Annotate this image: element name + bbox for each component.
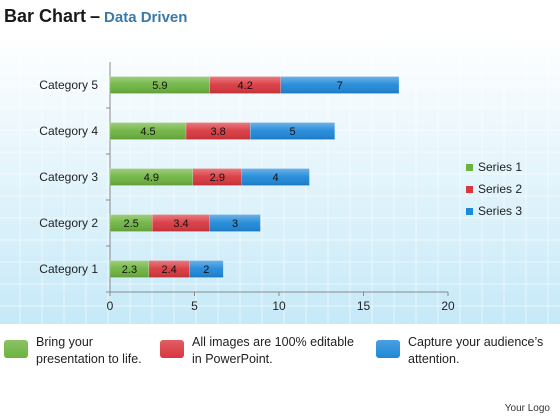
x-tick-label: 5 bbox=[191, 299, 198, 313]
x-tick-label: 15 bbox=[357, 299, 371, 313]
data-label: 4.9 bbox=[144, 172, 159, 184]
data-label: 2.3 bbox=[122, 264, 137, 276]
axes: 0 5 10 15 20 Category 1 Category 2 Category 3 Ca… bbox=[39, 62, 455, 313]
bar-segment-gloss bbox=[209, 214, 261, 232]
bar-segment-gloss bbox=[110, 168, 193, 186]
y-category-label: Category 4 bbox=[39, 124, 98, 138]
page-title: Bar Chart – Data Driven bbox=[4, 6, 187, 32]
note-swatch bbox=[4, 340, 28, 358]
bar-segment-gloss bbox=[186, 122, 251, 140]
legend: Series 1 Series 2 Series 3 bbox=[466, 156, 522, 222]
data-label: 5 bbox=[289, 126, 295, 138]
data-label: 4.5 bbox=[140, 126, 155, 138]
legend-swatch bbox=[466, 207, 473, 215]
bar-segment-gloss bbox=[148, 260, 190, 278]
bar-segment-gloss bbox=[192, 168, 242, 186]
data-label: 7 bbox=[337, 80, 343, 92]
legend-label: Series 3 bbox=[478, 204, 523, 218]
bar-segment-gloss bbox=[241, 168, 310, 186]
bar-segment-gloss bbox=[189, 260, 224, 278]
y-category-label: Category 2 bbox=[39, 216, 98, 230]
bar-segment-gloss bbox=[280, 76, 399, 94]
bar-segment-gloss bbox=[250, 122, 335, 140]
data-label: 2.4 bbox=[162, 264, 177, 276]
legend-swatch bbox=[466, 185, 473, 193]
note-swatch bbox=[160, 340, 184, 358]
note-text: Capture your audience’s attention. bbox=[408, 335, 544, 366]
note-item: Bring your presentation to life. bbox=[4, 334, 142, 368]
title-dash: – bbox=[90, 6, 101, 26]
data-label: 4.2 bbox=[238, 80, 253, 92]
title-main: Bar Chart bbox=[4, 6, 87, 26]
legend-label: Series 2 bbox=[478, 182, 523, 196]
bar-segment-gloss bbox=[209, 76, 281, 94]
bar-segment-gloss bbox=[110, 76, 210, 94]
stacked-bar-chart: 0 5 10 15 20 Category 1 Category 2 Category 3 Ca… bbox=[0, 34, 560, 324]
title-subtitle: Data Driven bbox=[104, 9, 188, 26]
bar-segment-gloss bbox=[110, 122, 187, 140]
legend-item: Series 1 bbox=[466, 156, 522, 178]
y-category-label: Category 5 bbox=[39, 78, 98, 92]
legend-label: Series 1 bbox=[478, 160, 523, 174]
x-tick-label: 10 bbox=[272, 299, 286, 313]
data-label: 2.5 bbox=[123, 218, 138, 230]
note-item: Capture your audience’s attention. bbox=[376, 334, 543, 368]
data-label: 3 bbox=[232, 218, 238, 230]
data-label: 3.8 bbox=[211, 126, 226, 138]
data-label: 5.9 bbox=[152, 80, 167, 92]
data-label: 2.9 bbox=[210, 172, 225, 184]
y-category-label: Category 1 bbox=[39, 262, 98, 276]
bars: 2.3 2.4 2 2.5 3.4 3 4.9 2.9 4 4.5 3.8 5 5.9 4.2 7 bbox=[109, 76, 400, 278]
legend-item: Series 2 bbox=[466, 178, 522, 200]
legend-swatch bbox=[466, 163, 473, 171]
x-tick-label: 0 bbox=[107, 299, 114, 313]
note-text: All images are 100% editable in PowerPoi… bbox=[192, 335, 354, 366]
data-label: 2 bbox=[203, 264, 209, 276]
legend-item: Series 3 bbox=[466, 200, 522, 222]
logo-text: Your Logo bbox=[504, 403, 550, 414]
bar-segment-gloss bbox=[152, 214, 210, 232]
note-swatch bbox=[376, 340, 400, 358]
bar-segment-gloss bbox=[110, 214, 153, 232]
note-item: All images are 100% editable in PowerPoi… bbox=[160, 334, 354, 368]
note-text: Bring your presentation to life. bbox=[36, 335, 142, 366]
bar-segment-gloss bbox=[110, 260, 149, 278]
x-tick-label: 20 bbox=[441, 299, 455, 313]
y-category-label: Category 3 bbox=[39, 170, 98, 184]
data-label: 4 bbox=[273, 172, 279, 184]
data-label: 3.4 bbox=[173, 218, 188, 230]
